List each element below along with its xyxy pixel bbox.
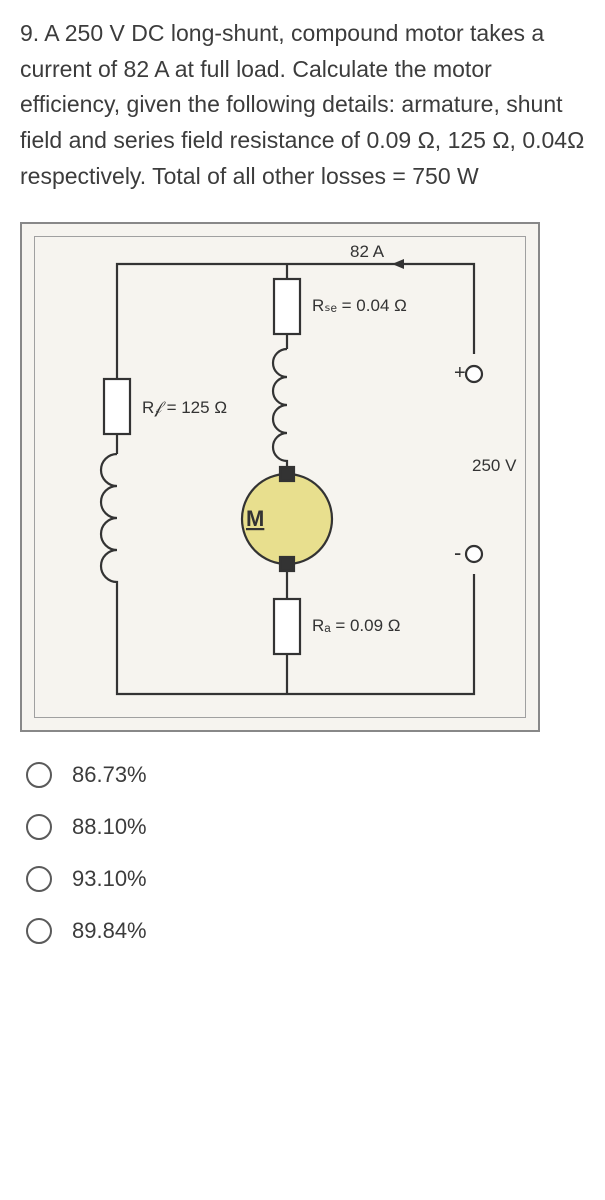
option-label: 86.73% [72,762,147,788]
option-label: 88.10% [72,814,147,840]
option-label: 93.10% [72,866,147,892]
svg-text:+: + [454,362,466,384]
rf-label: R𝒻 = 125 Ω [142,398,227,418]
question-text: 9. A 250 V DC long-shunt, compound motor… [20,16,585,194]
motor-label-svg: M [246,506,264,531]
radio-icon [26,762,52,788]
options-group: 86.73% 88.10% 93.10% 89.84% [20,762,585,944]
current-label: 82 A [350,242,384,262]
option-2[interactable]: 88.10% [26,814,585,840]
radio-icon [26,814,52,840]
svg-text:-: - [454,540,461,565]
circuit-diagram: + - M 82 A Rₛₑ = 0.04 Ω R𝒻 = 125 Ω 250 V… [20,222,540,732]
option-1[interactable]: 86.73% [26,762,585,788]
option-label: 89.84% [72,918,147,944]
option-3[interactable]: 93.10% [26,866,585,892]
ra-label: Rₐ = 0.09 Ω [312,616,401,636]
rse-label: Rₛₑ = 0.04 Ω [312,296,407,316]
voltage-label: 250 V [472,456,516,476]
option-4[interactable]: 89.84% [26,918,585,944]
radio-icon [26,866,52,892]
radio-icon [26,918,52,944]
